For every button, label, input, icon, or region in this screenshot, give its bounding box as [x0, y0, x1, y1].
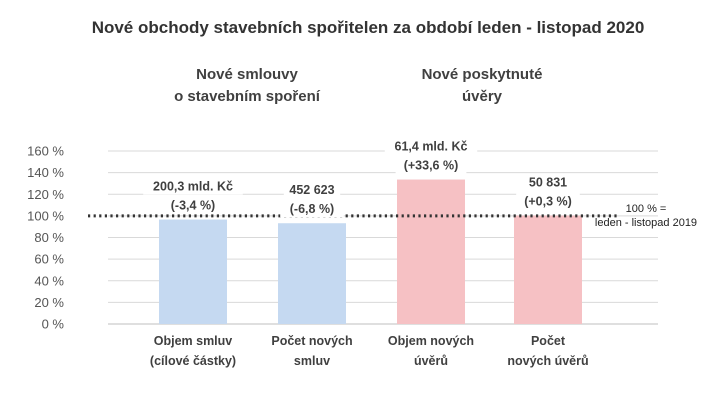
data-label-bg-0-1	[161, 196, 225, 214]
data-label-bg-0-0	[143, 177, 243, 195]
data-label-1-1: (-6,8 %)	[290, 202, 334, 216]
group-label-1-1: úvěry	[462, 88, 503, 105]
data-label-3-1: (+0,3 %)	[524, 195, 572, 209]
y-tick-label-7: 140 %	[27, 165, 64, 180]
data-label-0-0: 200,3 mld. Kč	[153, 180, 233, 194]
bar-1	[278, 223, 346, 324]
bar-0	[159, 219, 227, 324]
data-label-2-0: 61,4 mld. Kč	[395, 140, 468, 154]
category-label-2-1: úvěrů	[414, 354, 448, 368]
y-tick-label-2: 40 %	[34, 273, 64, 288]
bar-2	[397, 179, 465, 324]
category-label-3-0: Počet	[531, 334, 566, 348]
y-tick-label-6: 120 %	[27, 187, 64, 202]
category-label-3-1: nových úvěrů	[507, 354, 588, 368]
group-label-0-1: o stavebním spoření	[174, 88, 321, 105]
y-tick-label-0: 0 %	[42, 317, 65, 332]
reference-line-label-1: leden - listopad 2019	[595, 217, 697, 229]
data-label-bg-1-1	[280, 200, 344, 218]
y-tick-label-4: 80 %	[34, 230, 64, 245]
y-tick-label-5: 100 %	[27, 208, 64, 223]
y-tick-label-3: 60 %	[34, 252, 64, 267]
group-label-0-0: Nové smlouvy	[196, 66, 298, 83]
reference-line-label-0: 100 % =	[626, 203, 667, 215]
y-tick-label-8: 160 %	[27, 144, 64, 159]
data-label-1-0: 452 623	[289, 183, 334, 197]
category-label-2-0: Objem nových	[388, 334, 474, 348]
data-label-bg-2-0	[384, 137, 478, 155]
chart-title: Nové obchody stavebních spořitelen za ob…	[92, 18, 645, 37]
category-label-1-0: Počet nových	[271, 334, 352, 348]
group-label-1-0: Nové poskytnuté	[422, 66, 543, 83]
category-label-0-1: (cílové částky)	[150, 354, 236, 368]
data-label-3-0: 50 831	[529, 176, 567, 190]
data-label-2-1: (+33,6 %)	[404, 159, 459, 173]
y-tick-label-1: 20 %	[34, 295, 64, 310]
data-label-0-1: (-3,4 %)	[171, 199, 215, 213]
data-label-bg-3-1	[516, 192, 580, 210]
category-label-0-0: Objem smluv	[154, 334, 233, 348]
bar-3	[514, 215, 582, 324]
category-label-1-1: smluv	[294, 354, 330, 368]
data-label-bg-1-0	[283, 181, 341, 199]
data-label-bg-3-0	[523, 173, 573, 191]
data-label-bg-2-1	[395, 156, 467, 174]
